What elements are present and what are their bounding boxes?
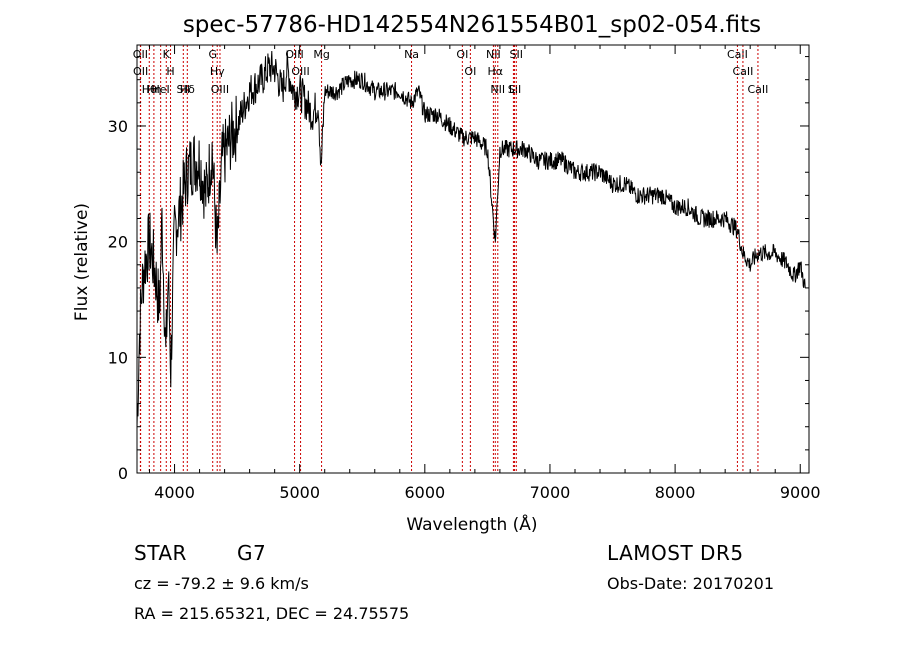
x-tick-label: 7000	[530, 483, 571, 502]
chart-title: spec-57786-HD142554N261554B01_sp02-054.f…	[183, 12, 761, 38]
line-marker-label: K	[163, 48, 171, 61]
line-marker-label: SII	[177, 83, 190, 96]
axes: 4000 5000 6000 7000 8000 9000 0 10 20 30	[108, 45, 821, 502]
line-marker-label: SII	[508, 83, 521, 96]
x-tick-label: 8000	[655, 483, 696, 502]
y-tick-label: 10	[108, 348, 128, 367]
y-tick-label: 0	[118, 464, 128, 483]
coordinates: RA = 215.65321, DEC = 24.75575	[134, 604, 410, 623]
line-marker-label: NII	[490, 83, 505, 96]
line-marker-label: OI	[456, 48, 468, 61]
line-marker-label: Li	[509, 83, 518, 96]
line-marker-label: CaII	[727, 48, 748, 61]
plot-frame	[136, 44, 810, 474]
line-marker-label: Mg	[313, 48, 329, 61]
line-marker-label: CaII	[732, 65, 753, 78]
y-tick-label: 20	[108, 233, 128, 252]
x-tick-label: 4000	[154, 483, 195, 502]
line-marker-label: G	[208, 48, 217, 61]
x-axis-label: Wavelength (Å)	[406, 513, 537, 535]
spectrum-series	[136, 50, 806, 428]
y-axis-label: Flux (relative)	[72, 203, 92, 321]
x-tick-label: 5000	[279, 483, 320, 502]
line-marker-label: OIII	[291, 65, 309, 78]
line-marker-label: Na	[404, 48, 419, 61]
spectral-subclass: G7	[237, 541, 267, 565]
line-marker-label: OIII	[211, 83, 229, 96]
line-marker-label: SII	[510, 48, 523, 61]
redshift-readout: cz = -79.2 ± 9.6 km/s	[134, 574, 309, 593]
line-marker-label: NII	[486, 48, 501, 61]
spectrum-line	[136, 50, 806, 428]
line-marker-label: OIII	[285, 48, 303, 61]
line-marker-label: Hθ	[142, 83, 157, 96]
line-marker-label: OI	[464, 65, 476, 78]
x-tick-label: 9000	[780, 483, 821, 502]
line-marker-label: Hγ	[210, 65, 225, 78]
line-marker-label: CaII	[747, 83, 768, 96]
line-marker-label: Hη	[146, 83, 161, 96]
line-marker-label: Hα	[488, 65, 504, 78]
line-marker-label: HeI	[152, 83, 170, 96]
line-marker-label: Hδ	[180, 83, 195, 96]
observation-date: Obs-Date: 20170201	[607, 574, 775, 593]
line-marker-label: OII	[133, 65, 148, 78]
y-tick-label: 30	[108, 117, 128, 136]
x-tick-label: 6000	[404, 483, 445, 502]
object-class: STAR	[134, 541, 187, 565]
survey-name: LAMOST DR5	[607, 541, 744, 565]
line-marker-label: H	[166, 65, 174, 78]
